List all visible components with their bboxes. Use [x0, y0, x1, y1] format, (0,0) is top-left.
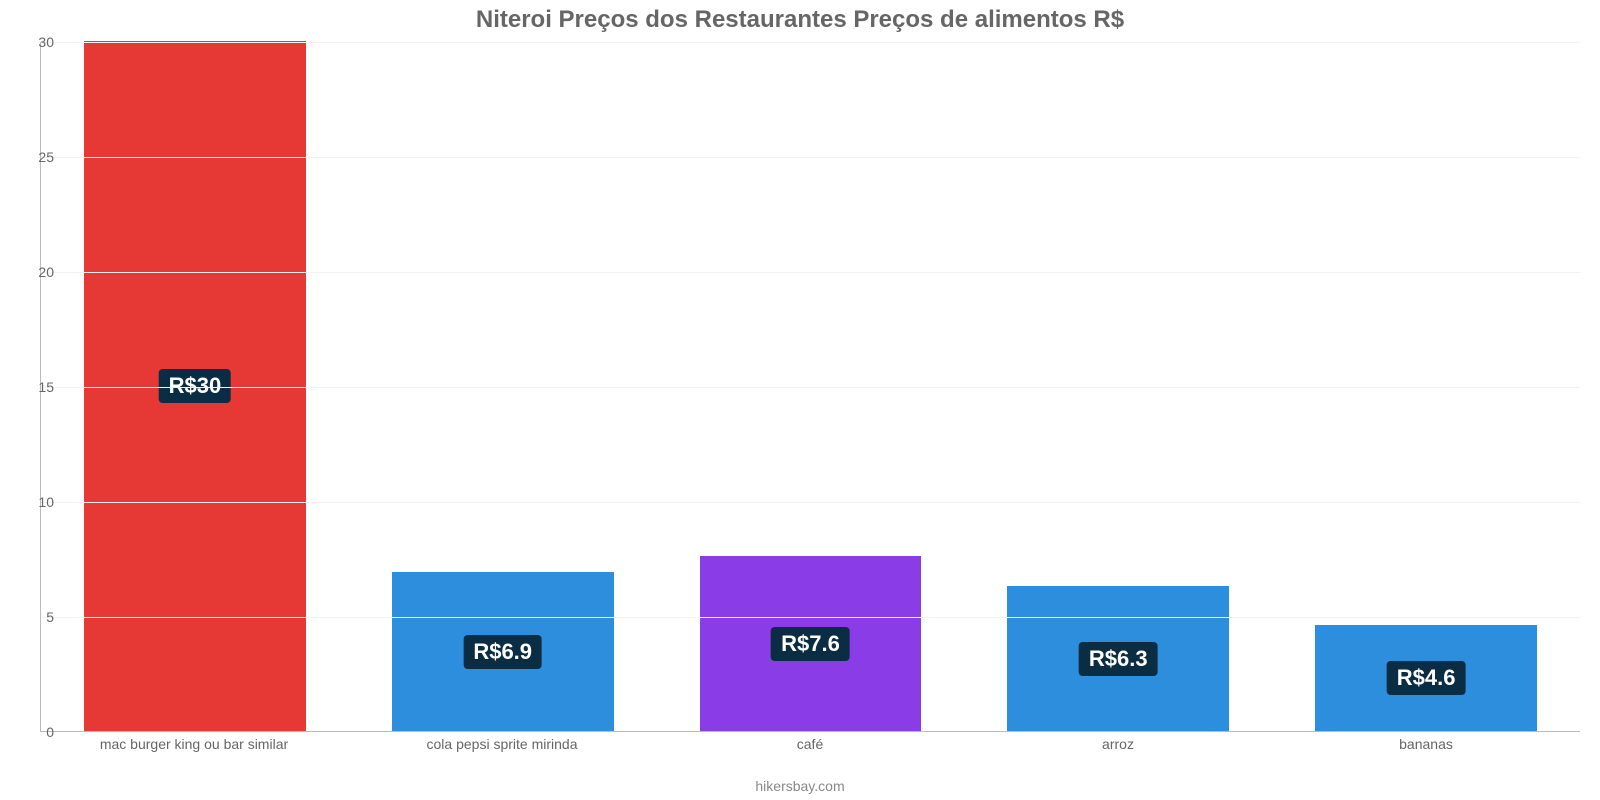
x-label: bananas — [1272, 736, 1580, 752]
bar: R$7.6 — [700, 556, 922, 731]
bar: R$30 — [84, 41, 306, 731]
gridline — [41, 42, 1580, 43]
y-tick: 20 — [4, 264, 54, 280]
gridline — [41, 272, 1580, 273]
value-badge: R$30 — [159, 369, 232, 403]
y-tick: 30 — [4, 34, 54, 50]
y-tick: 25 — [4, 149, 54, 165]
chart-title: Niteroi Preços dos Restaurantes Preços d… — [0, 6, 1600, 34]
x-label: cola pepsi sprite mirinda — [348, 736, 656, 752]
y-tick: 0 — [4, 724, 54, 740]
value-badge: R$7.6 — [771, 627, 850, 661]
value-badge: R$6.9 — [463, 635, 542, 669]
gridline — [41, 617, 1580, 618]
y-tick: 15 — [4, 379, 54, 395]
gridline — [41, 157, 1580, 158]
bar: R$4.6 — [1315, 625, 1537, 731]
gridline — [41, 387, 1580, 388]
y-tick: 5 — [4, 609, 54, 625]
price-chart: Niteroi Preços dos Restaurantes Preços d… — [0, 0, 1600, 800]
chart-footer: hikersbay.com — [0, 778, 1600, 794]
value-badge: R$6.3 — [1079, 642, 1158, 676]
x-label: mac burger king ou bar similar — [40, 736, 348, 752]
gridline — [41, 502, 1580, 503]
value-badge: R$4.6 — [1387, 661, 1466, 695]
y-tick: 10 — [4, 494, 54, 510]
bar: R$6.9 — [392, 572, 614, 731]
x-axis-labels: mac burger king ou bar similarcola pepsi… — [40, 736, 1580, 752]
plot-area: R$30 R$6.9 R$7.6 R$6.3 R$4.6 — [40, 42, 1580, 732]
bar: R$6.3 — [1007, 586, 1229, 731]
x-label: café — [656, 736, 964, 752]
x-label: arroz — [964, 736, 1272, 752]
